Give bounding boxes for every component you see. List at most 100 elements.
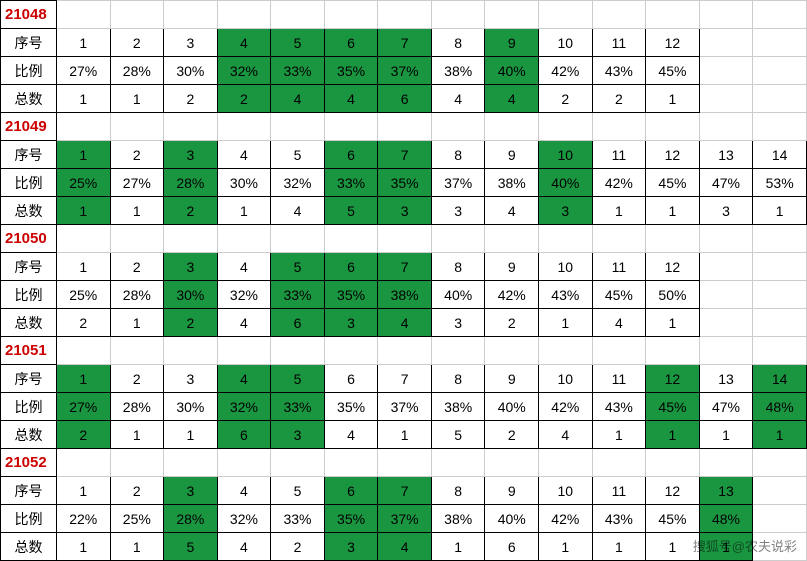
data-cell: 3	[324, 533, 378, 561]
row-label: 总数	[1, 85, 57, 113]
empty-cell	[164, 449, 218, 477]
data-cell: 2	[56, 309, 110, 337]
data-cell: 27%	[110, 169, 164, 197]
data-cell: 3	[431, 197, 485, 225]
empty-cell	[378, 113, 432, 141]
data-cell: 2	[164, 85, 218, 113]
data-cell: 40%	[431, 281, 485, 309]
data-cell: 3	[539, 197, 593, 225]
empty-cell	[431, 337, 485, 365]
data-cell: 1	[56, 365, 110, 393]
data-cell: 13	[699, 477, 753, 505]
data-cell: 5	[271, 29, 325, 57]
empty-cell	[539, 113, 593, 141]
data-cell: 6	[485, 533, 539, 561]
data-cell: 43%	[539, 281, 593, 309]
empty-cell	[753, 57, 807, 85]
empty-cell	[646, 225, 700, 253]
data-cell: 9	[485, 477, 539, 505]
block-title: 21051	[1, 337, 57, 365]
row-label: 序号	[1, 29, 57, 57]
row-label: 比例	[1, 393, 57, 421]
empty-cell	[110, 449, 164, 477]
data-cell: 11	[592, 477, 646, 505]
data-cell: 1	[56, 197, 110, 225]
data-cell: 30%	[217, 169, 271, 197]
data-cell: 25%	[56, 169, 110, 197]
data-cell: 42%	[485, 281, 539, 309]
data-cell: 32%	[271, 169, 325, 197]
data-cell: 1	[699, 421, 753, 449]
data-cell: 40%	[485, 57, 539, 85]
data-cell: 4	[271, 197, 325, 225]
data-cell: 3	[164, 253, 218, 281]
empty-cell	[753, 477, 807, 505]
empty-cell	[431, 225, 485, 253]
row-label: 比例	[1, 169, 57, 197]
data-cell: 10	[539, 253, 593, 281]
empty-cell	[271, 449, 325, 477]
data-cell: 43%	[592, 393, 646, 421]
empty-cell	[592, 113, 646, 141]
data-cell: 1	[646, 85, 700, 113]
data-cell: 45%	[646, 393, 700, 421]
empty-cell	[164, 113, 218, 141]
row-label: 序号	[1, 141, 57, 169]
empty-cell	[485, 1, 539, 29]
row-label: 比例	[1, 57, 57, 85]
data-cell: 12	[646, 365, 700, 393]
data-cell: 1	[110, 421, 164, 449]
data-cell: 37%	[378, 57, 432, 85]
data-cell: 6	[324, 29, 378, 57]
data-cell: 4	[217, 533, 271, 561]
data-cell: 5	[271, 365, 325, 393]
data-cell: 53%	[753, 169, 807, 197]
empty-cell	[110, 1, 164, 29]
data-cell: 1	[56, 29, 110, 57]
data-cell: 9	[485, 365, 539, 393]
empty-cell	[699, 29, 753, 57]
data-cell: 22%	[56, 505, 110, 533]
data-cell: 12	[646, 253, 700, 281]
data-cell: 1	[646, 421, 700, 449]
empty-cell	[485, 337, 539, 365]
data-cell: 14	[753, 365, 807, 393]
data-cell: 3	[164, 477, 218, 505]
empty-cell	[164, 225, 218, 253]
data-cell: 42%	[592, 169, 646, 197]
data-cell: 1	[217, 197, 271, 225]
empty-cell	[56, 337, 110, 365]
data-cell: 2	[56, 421, 110, 449]
data-cell: 6	[378, 85, 432, 113]
data-cell: 25%	[56, 281, 110, 309]
empty-cell	[271, 1, 325, 29]
empty-cell	[324, 449, 378, 477]
data-cell: 1	[592, 197, 646, 225]
data-cell: 4	[431, 85, 485, 113]
empty-cell	[217, 113, 271, 141]
data-cell: 9	[485, 29, 539, 57]
empty-cell	[592, 1, 646, 29]
data-cell: 2	[110, 141, 164, 169]
data-cell: 2	[110, 29, 164, 57]
block-title: 21050	[1, 225, 57, 253]
data-cell: 3	[378, 197, 432, 225]
data-cell: 3	[431, 309, 485, 337]
data-cell: 1	[592, 421, 646, 449]
data-cell: 30%	[164, 57, 218, 85]
data-cell: 38%	[485, 169, 539, 197]
data-cell: 5	[431, 421, 485, 449]
data-cell: 4	[592, 309, 646, 337]
data-cell: 4	[271, 85, 325, 113]
data-cell: 1	[56, 141, 110, 169]
data-cell: 28%	[110, 281, 164, 309]
data-cell: 2	[110, 253, 164, 281]
empty-cell	[324, 225, 378, 253]
data-cell: 1	[378, 421, 432, 449]
data-cell: 1	[56, 85, 110, 113]
empty-cell	[753, 1, 807, 29]
data-cell: 6	[324, 477, 378, 505]
data-cell: 10	[539, 365, 593, 393]
empty-cell	[378, 225, 432, 253]
data-cell: 1	[164, 421, 218, 449]
